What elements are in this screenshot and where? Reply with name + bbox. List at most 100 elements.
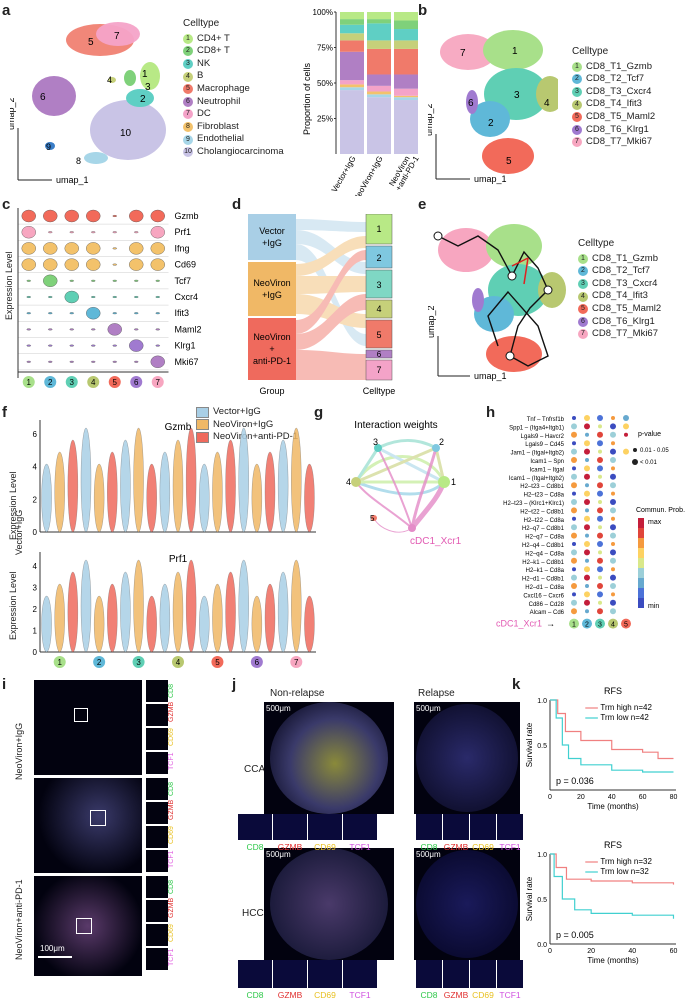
violin-c-shape: [91, 279, 96, 282]
violin-f-shape: [80, 427, 92, 533]
violin-f-shape: [264, 583, 276, 653]
j-marker-label: CD8: [246, 842, 264, 852]
dot-h-dot: [610, 608, 616, 615]
violin-c-shape: [48, 231, 53, 234]
dot-h-dot: [598, 525, 602, 530]
violin-c-gene: Mki67: [175, 357, 199, 367]
dot-h-dot: [584, 541, 590, 547]
stackbar-segment: [394, 29, 418, 41]
dot-h-dot: [597, 490, 603, 497]
j-marker-label: CD8: [420, 842, 438, 852]
dot-h-dot: [610, 574, 616, 581]
umap-a-label: 1: [142, 69, 148, 80]
if-image-vector: [34, 680, 142, 775]
km-xtick: 0: [548, 794, 552, 801]
dot-h-pair: H2–t23 – Cd8a: [524, 493, 565, 499]
violin-f-shape: [199, 463, 210, 533]
dot-h-dot: [584, 591, 590, 598]
dot-h-dot: [584, 440, 590, 447]
violin-c-cluster-chip: [87, 376, 100, 388]
dot-h-dot: [610, 499, 616, 505]
if-zoom-tile: [146, 876, 168, 898]
violin-f-ytick: 0: [33, 648, 38, 657]
dot-h-dot: [584, 423, 590, 430]
legend-b-item: 1 CD8_T1_Gzmb: [572, 61, 655, 74]
svg-text:2: 2: [439, 437, 444, 447]
svg-text:3: 3: [373, 437, 378, 447]
km-ytick: 0.5: [537, 897, 547, 904]
dot-h-dot: [611, 441, 615, 446]
umap-a-ylabel: umap_2: [10, 97, 16, 130]
violin-c-shape: [112, 263, 117, 266]
if-zoom-tile: [146, 728, 168, 750]
dot-h-pair: Lgals9 – Cd45: [525, 442, 564, 448]
umap-a: 5 7 4 1 3 2 6 10 9 8 umap_1 umap_2: [10, 22, 166, 185]
dot-h-dot: [571, 507, 577, 514]
stackbar-segment: [340, 87, 364, 91]
svg-text:+: +: [269, 344, 274, 354]
violin-c-shape: [155, 279, 160, 282]
stackbar-segment: [340, 24, 364, 34]
violin-c-shape: [155, 328, 160, 331]
violin-c-gene: Cd69: [175, 260, 197, 270]
violin-c-shape: [134, 312, 139, 315]
dot-h-dot: [571, 431, 577, 438]
if-zoom-tile: [146, 802, 168, 824]
legend-b: Celltype 1 CD8_T1_Gzmb 2 CD8_T2_Tcf7 3 CD8_…: [572, 46, 655, 149]
if-zoom-tile: [146, 826, 168, 848]
svg-text:4: 4: [544, 98, 550, 109]
dot-h-dot: [584, 515, 590, 522]
if-row-label: NeoViron+anti-PD-1: [14, 879, 24, 960]
violin-c-shape: [48, 295, 53, 298]
dot-h-dot: [610, 482, 616, 489]
dot-h-dot: [597, 583, 603, 589]
stackbar-segment: [394, 95, 418, 98]
dot-h-dot: [585, 432, 589, 437]
dot-h-dot: [610, 524, 616, 531]
violin-c-shape: [134, 279, 139, 282]
svg-text:2: 2: [376, 253, 381, 263]
km-xtick: 20: [577, 794, 585, 801]
j-marker-label: CD69: [472, 990, 494, 1000]
dot-h-dot: [571, 574, 577, 581]
stackbar-segment: [367, 19, 391, 24]
sankey-group-neoviron: [248, 262, 296, 316]
svg-text:2: 2: [48, 378, 53, 387]
dot-h-pair: Cxcl16 – Cxcr6: [523, 593, 564, 599]
legend-b-item: 7 CD8_T7_Mki67: [572, 136, 655, 149]
dot-h-dot: [571, 549, 577, 556]
stackbar-segment: [394, 48, 418, 75]
j-image-cca-relapse: 500μm: [414, 702, 520, 814]
stackbar-segment: [340, 84, 364, 88]
grouped-violin-f: Gzmb 0 2 4 6 Prf1 0 1 2 3 4 1 2 3 4 5 6 7: [33, 420, 316, 668]
svg-text:6: 6: [377, 350, 382, 359]
violin-c-shape: [129, 339, 144, 352]
sankey-group-axis: Group: [259, 386, 284, 396]
violin-c-shape: [112, 214, 117, 217]
umap-b: 7 1 3 4 2 5 6 umap_1 umap_2: [428, 30, 558, 184]
legend-a-item: 9 Endothelial: [183, 133, 284, 146]
violin-c-shape: [112, 295, 117, 298]
stackbar-segment: [367, 23, 391, 41]
j-marker-label: TCF1: [349, 990, 371, 1000]
violin-c-gene: Prf1: [175, 227, 192, 237]
j-col-label: Non-relapse: [270, 688, 325, 699]
dot-h-pair: H2–k1 – Cd8a: [526, 568, 565, 574]
svg-text:1: 1: [451, 477, 456, 487]
km-legend-low: Trm low n=42: [600, 713, 649, 722]
j-marker-label: TCF1: [499, 990, 521, 1000]
stacked-bar-chart: Proportion of cells 25% 50% 75% 100% Vector…: [302, 8, 420, 196]
dot-h-pair: Icam1 – (Itgal+Itgb2): [509, 476, 564, 482]
panel-letter-b: b: [418, 2, 428, 19]
stackbar-segment: [394, 12, 418, 21]
km-xtick: 0: [548, 948, 552, 955]
umap-e-xlabel: umap_1: [474, 371, 507, 381]
violin-c-shape: [112, 344, 117, 347]
dot-h-dot: [610, 423, 616, 430]
umap-a-label: 7: [114, 31, 120, 42]
violin-f-shape: [120, 439, 131, 533]
dot-h-dot: [585, 458, 589, 462]
violin-c-shape: [64, 209, 79, 223]
dot-h-dot: [598, 474, 602, 479]
